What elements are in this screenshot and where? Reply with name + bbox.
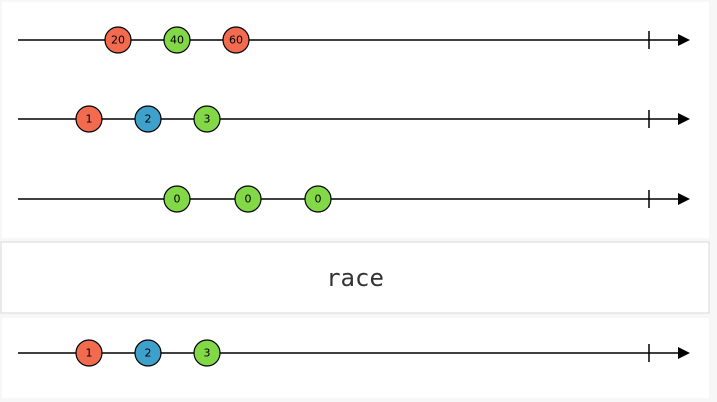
marble bbox=[193, 105, 221, 133]
marble-label: 1 bbox=[86, 113, 93, 126]
timeline-arrow bbox=[678, 193, 690, 205]
operator-label: race bbox=[326, 264, 384, 292]
timeline-arrow bbox=[678, 34, 690, 46]
marble-label: 0 bbox=[315, 193, 322, 206]
marble-label: 2 bbox=[145, 347, 152, 360]
marble-label: 2 bbox=[145, 113, 152, 126]
marble bbox=[75, 339, 103, 367]
operator-box bbox=[0, 241, 710, 314]
marble bbox=[134, 105, 162, 133]
marble bbox=[163, 185, 191, 213]
marble bbox=[193, 339, 221, 367]
marble-label: 3 bbox=[204, 347, 211, 360]
marble-label: 40 bbox=[170, 34, 184, 47]
marble-label: 1 bbox=[86, 347, 93, 360]
timeline-arrow bbox=[678, 347, 690, 359]
marble bbox=[104, 26, 132, 54]
timeline-arrow bbox=[678, 113, 690, 125]
marble-label: 0 bbox=[174, 193, 181, 206]
marble bbox=[75, 105, 103, 133]
marble bbox=[134, 339, 162, 367]
marble bbox=[222, 26, 250, 54]
marble-label: 60 bbox=[229, 34, 243, 47]
marble-label: 3 bbox=[204, 113, 211, 126]
marble bbox=[304, 185, 332, 213]
output-panel bbox=[2, 318, 709, 398]
marble bbox=[234, 185, 262, 213]
marble bbox=[163, 26, 191, 54]
marble-label: 0 bbox=[245, 193, 252, 206]
marble-label: 20 bbox=[111, 34, 125, 47]
